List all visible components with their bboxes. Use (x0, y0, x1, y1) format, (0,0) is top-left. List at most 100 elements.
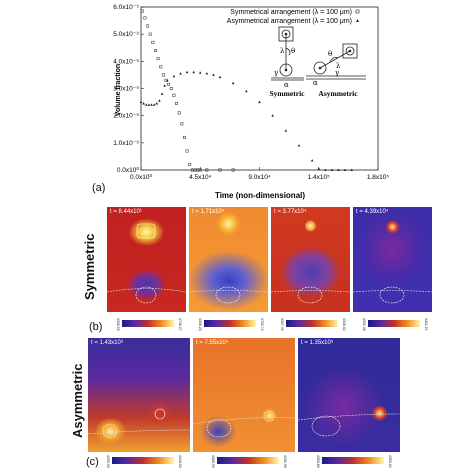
sym-data-point (156, 57, 160, 61)
sym-colorbar-1-min: 4336.59 (116, 318, 120, 331)
inset-asymmetric-diagram (306, 43, 366, 80)
x-tick-label: 1.8x10⁵ (367, 174, 390, 181)
sym-time-3: t = 3.77x10⁴ (274, 209, 307, 215)
asym-panel-3-outline (298, 413, 400, 437)
sym-data-point (218, 168, 222, 172)
sym-data-point (146, 24, 150, 28)
asym-data-point (284, 129, 288, 132)
sym-time-4: t = 4.39x10⁴ (356, 209, 389, 215)
asym-data-point (192, 70, 195, 74)
legend-marker-square (355, 9, 360, 14)
asym-data-point (297, 144, 301, 147)
asym-colorbar-1-max: 4440.03 (178, 455, 182, 468)
asym-data-point (330, 168, 334, 171)
asym-data-point (152, 103, 156, 106)
sym-panel-3: t = 3.77x10⁴ (271, 207, 350, 312)
inset-sym-alpha: α (284, 81, 289, 89)
asym-data-point (271, 114, 274, 117)
asym-time-2: t = 7.55x10⁴ (196, 340, 229, 346)
sym-data-point (167, 82, 171, 86)
sym-colorbar-4 (368, 320, 420, 327)
legend-label-sym: Symmetrical arrangement (λ = 100 μm) (230, 9, 352, 16)
sym-data-point (148, 32, 152, 36)
sym-colorbar-2-max: 4702.72 (260, 318, 264, 331)
x-tick-label: 9.0x10⁴ (248, 174, 271, 181)
y-axis-label: Volume fraction (115, 64, 122, 116)
y-tick-label: 4.0x10⁻⁹ (113, 58, 139, 65)
sym-data-point (231, 168, 235, 172)
sym-data-point (180, 122, 184, 126)
legend-marker-triangle (356, 19, 359, 22)
asym-panel-2: t = 7.55x10⁴ (193, 338, 295, 452)
sym-data-point (154, 49, 157, 52)
asym-data-point (324, 168, 327, 171)
inset-asym-title: Asymmetric (318, 89, 358, 98)
sym-panel-4: t = 4.39x10⁴ (353, 207, 432, 312)
row-label-asymmetric: Asymmetric (70, 363, 85, 438)
sym-data-point (188, 163, 192, 167)
asym-data-point (218, 75, 222, 79)
y-tick-label: 2.0x10⁻⁹ (113, 113, 139, 120)
sym-data-point (175, 101, 179, 105)
inset-asym-theta: θ (328, 50, 332, 58)
asym-panel-1-outline (88, 408, 190, 439)
volume-fraction-chart: 0.0x10⁰ 1.0x10⁻⁹ 2.0x10⁻⁹ 3.0x10⁻⁹ 4.0x10⁻⁹ 5… (113, 4, 390, 200)
asym-data-point (150, 103, 153, 106)
sym-colorbar-2-min: 4336.20 (198, 318, 202, 331)
sym-panel-2: t = 1.71x10⁴ (189, 207, 268, 312)
x-tick-label: 4.5x10⁴ (189, 174, 212, 181)
inset-sym-title: Symmetric (270, 89, 306, 98)
asym-data-point (158, 99, 161, 102)
sym-panel-4-outline (353, 286, 432, 304)
sym-colorbar-3 (286, 320, 338, 327)
sym-panel-1-outline (107, 223, 186, 304)
y-tick-label: 1.0x10⁻⁹ (113, 140, 139, 147)
inset-asym-lambda: λ (336, 62, 341, 70)
asym-time-1: t = 1.43x10³ (91, 340, 123, 346)
x-tick-label: 0.0x10⁰ (130, 173, 153, 181)
asym-colorbar-2 (217, 457, 279, 464)
asym-data-point (258, 100, 261, 104)
asym-data-point (163, 84, 166, 87)
sym-data-point (159, 65, 163, 69)
asym-data-point (179, 72, 182, 75)
y-tick-label: 6.0x10⁻⁹ (113, 4, 139, 11)
sym-panel-3-outline (271, 286, 350, 304)
y-tick-label: 0.0x10⁰ (117, 166, 140, 174)
sym-colorbar-1 (122, 320, 174, 327)
asym-data-point (139, 100, 143, 104)
y-tick-label: 5.0x10⁻⁹ (113, 31, 139, 38)
asym-colorbar-3 (322, 457, 384, 464)
sym-colorbar-3-min: 4337.49 (280, 318, 284, 331)
asym-data-point (172, 74, 176, 78)
sym-panel-2-outline (189, 286, 268, 304)
inset-asym-alpha: α (313, 79, 318, 87)
asym-colorbar-1 (112, 457, 174, 464)
row-label-symmetric: Symmetric (82, 233, 97, 300)
asym-time-3: t = 1.35x10⁵ (301, 340, 334, 346)
asym-data-point (245, 89, 248, 93)
inset-sym-gamma: γ (274, 69, 278, 77)
asym-panel-2-outline (193, 410, 295, 438)
asym-data-point (205, 72, 209, 75)
sym-time-2: t = 1.71x10⁴ (192, 209, 225, 215)
asym-colorbar-2-max: 4431.96 (283, 455, 287, 468)
panel-a-label: (a) (92, 182, 106, 194)
sym-colorbar-1-max: 4746.27 (178, 318, 182, 331)
asym-data-point (144, 103, 148, 106)
sym-data-point (177, 111, 181, 115)
asym-data-point (343, 168, 347, 171)
sym-data-point (143, 16, 147, 20)
asym-data-point (337, 168, 340, 171)
legend: Symmetrical arrangement (λ = 100 μm) Asy… (227, 9, 360, 25)
asym-colorbar-3-min: 4300.80 (316, 455, 320, 468)
asym-colorbar-2-min: 4300.93 (211, 455, 215, 468)
asym-data-point (231, 81, 235, 85)
inset-symmetric-diagram (271, 26, 304, 81)
asym-data-point (160, 92, 164, 95)
sym-colorbar-4-max: 4411.29 (424, 318, 428, 331)
sym-panel-1: t = 8.44x10¹ (107, 207, 186, 312)
asym-panel-3: t = 1.35x10⁵ (298, 338, 400, 452)
sym-colorbar-4-min: 4331.40 (362, 318, 366, 331)
asym-data-point (166, 78, 169, 82)
